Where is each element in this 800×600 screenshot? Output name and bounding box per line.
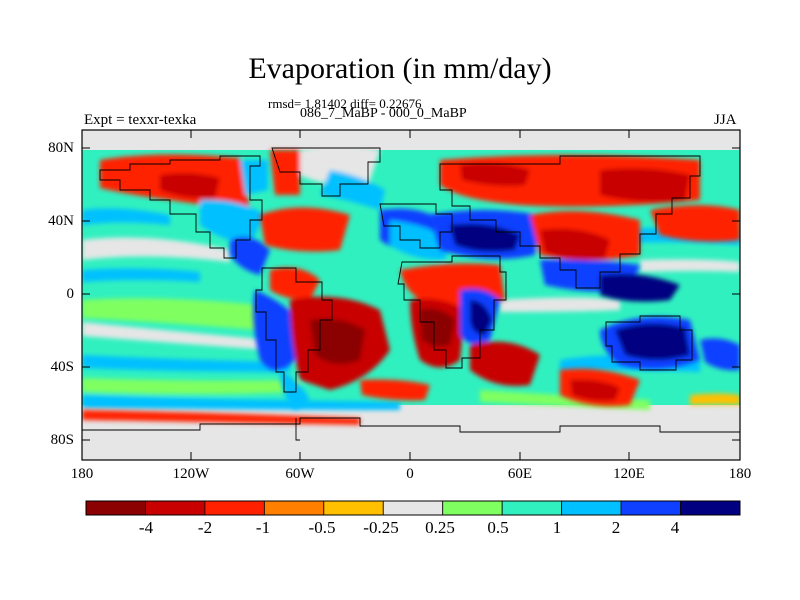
map-title: Evaporation (in mm/day): [248, 52, 552, 85]
north-america-field: [100, 154, 270, 275]
australia-field: [560, 316, 740, 407]
x-tick-120e: 120E: [613, 466, 645, 482]
arctic-field: [270, 145, 385, 210]
x-tick-180e: 180: [728, 466, 752, 482]
asia-field: [430, 155, 740, 302]
tick-marks: [81, 130, 741, 460]
colorbar-swatch: [382, 500, 444, 516]
x-tick-60e: 60E: [507, 466, 533, 482]
colorbar-label: -2: [197, 518, 213, 537]
y-tick-40n: 40N: [48, 213, 74, 229]
x-tick-120w: 120W: [172, 466, 210, 482]
south-america-field: [253, 267, 390, 410]
colorbar-swatch: [680, 500, 741, 516]
season-label: JJA: [714, 112, 737, 128]
map-subtitle: 086_7_MaBP - 000_0_MaBP: [300, 106, 467, 121]
colorbar-swatch: [323, 500, 384, 516]
colorbar-label: -4: [138, 518, 154, 537]
colorbar-label: 1: [552, 518, 562, 537]
colorbar-frame: [85, 500, 741, 516]
colorbar-swatch: [204, 500, 265, 516]
arctic-band: [82, 130, 740, 150]
colorbar-swatch: [620, 500, 681, 516]
colorbar-label: 0.5: [487, 518, 509, 537]
evaporation-field: [82, 130, 740, 460]
colorbar-label: -0.5: [308, 518, 336, 537]
colorbar-swatch: [442, 500, 503, 516]
colorbar-label: 4: [670, 518, 680, 537]
colorbar-swatch: [263, 500, 325, 516]
stats-line: rmsd= 1.81402 diff= 0.22676: [268, 96, 422, 111]
colorbar-label: -1: [255, 518, 271, 537]
colorbar-label: 0.25: [425, 518, 455, 537]
colorbar-swatch: [501, 500, 563, 516]
map-frame: [81, 129, 741, 461]
x-tick-180w: 180: [70, 466, 94, 482]
colorbar-swatch: [145, 500, 206, 516]
southern-ocean-field: [82, 379, 430, 425]
colorbar-label: 2: [611, 518, 621, 537]
x-tick-0: 0: [406, 466, 414, 482]
y-tick-80s: 80S: [50, 432, 74, 448]
x-tick-60w: 60W: [285, 466, 315, 482]
y-tick-0: 0: [66, 286, 75, 302]
y-tick-40s: 40S: [50, 359, 74, 375]
colorbar: [85, 500, 741, 516]
colorbar-swatch: [561, 500, 622, 516]
y-tick-80n: 80N: [48, 140, 74, 156]
colorbar-swatch: [85, 500, 146, 516]
coastlines: [82, 147, 740, 441]
colorbar-label: -0.25: [363, 518, 399, 537]
experiment-label: Expt = texxr-texka: [84, 112, 197, 128]
